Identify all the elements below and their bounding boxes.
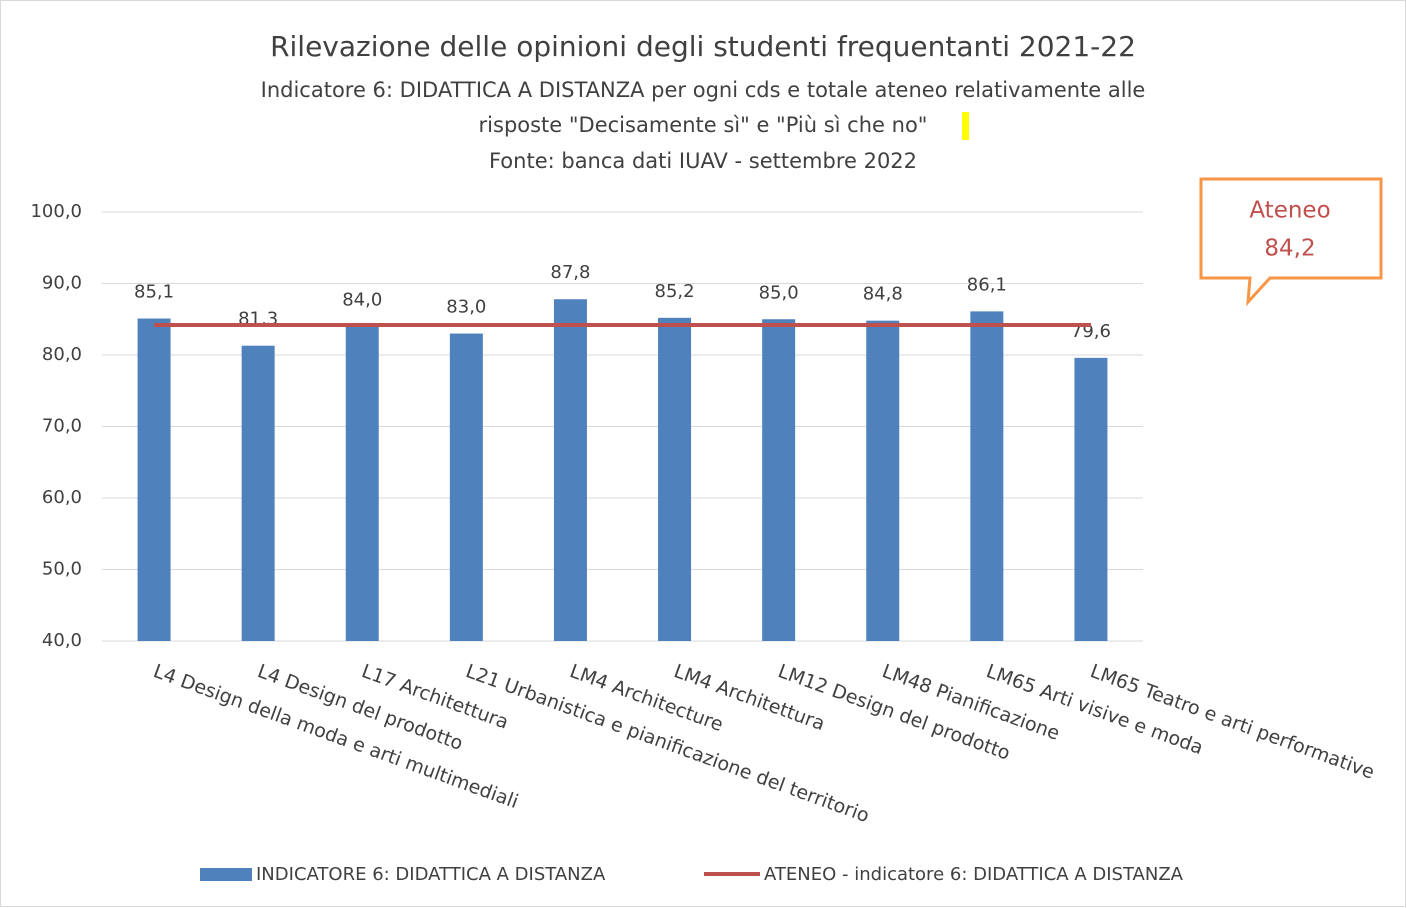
callout xyxy=(1199,177,1383,307)
y-tick-label: 70,0 xyxy=(42,416,82,437)
data-label: 84,0 xyxy=(342,289,382,310)
bar xyxy=(658,317,692,641)
bar xyxy=(553,299,587,641)
chart-subtitle: Fonte: banca dati IUAV - settembre 2022 xyxy=(489,149,917,173)
bar xyxy=(1074,357,1108,641)
data-label: 87,8 xyxy=(550,262,590,283)
data-label: 83,0 xyxy=(446,297,486,318)
bar xyxy=(970,311,1004,641)
callout-label: Ateneo xyxy=(1249,198,1330,224)
legend-label: INDICATORE 6: DIDATTICA A DISTANZA xyxy=(256,864,606,885)
data-label: 85,2 xyxy=(655,281,695,302)
bar xyxy=(449,333,483,641)
y-tick-label: 80,0 xyxy=(42,344,82,365)
highlight xyxy=(962,112,969,140)
chart-subtitle: Indicatore 6: DIDATTICA A DISTANZA per o… xyxy=(261,78,1146,102)
chart-title: Rilevazione delle opinioni degli student… xyxy=(270,30,1136,63)
data-label: 86,1 xyxy=(967,274,1007,295)
y-tick-label: 50,0 xyxy=(42,559,82,580)
data-label: 85,0 xyxy=(759,282,799,303)
data-label: 85,1 xyxy=(134,282,174,303)
y-tick-label: 90,0 xyxy=(42,273,82,294)
chart-subtitle: risposte "Decisamente sì" e "Più sì che … xyxy=(479,113,928,137)
bar xyxy=(866,320,900,641)
legend-label: ATENEO - indicatore 6: DIDATTICA A DISTA… xyxy=(764,864,1184,885)
bar xyxy=(241,345,275,641)
y-tick-label: 60,0 xyxy=(42,487,82,508)
data-label: 84,8 xyxy=(863,284,903,305)
y-tick-label: 40,0 xyxy=(42,630,82,651)
legend-swatch xyxy=(200,868,252,881)
bar xyxy=(762,319,796,641)
callout-value: 84,2 xyxy=(1264,236,1315,262)
bar xyxy=(137,318,171,641)
bar xyxy=(345,326,379,641)
y-tick-label: 100,0 xyxy=(30,201,82,222)
